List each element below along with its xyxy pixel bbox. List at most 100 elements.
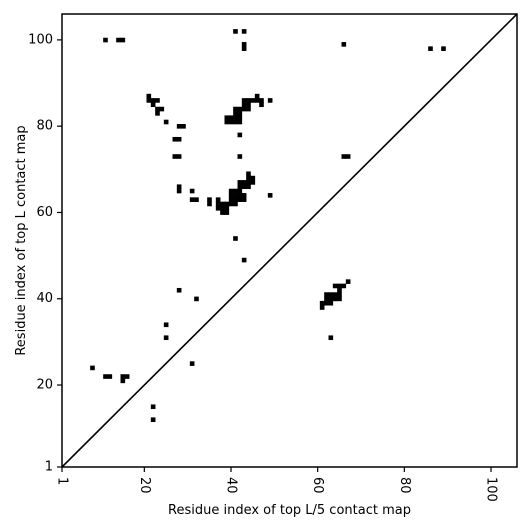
contact-point	[267, 98, 273, 103]
contact-point	[233, 201, 238, 207]
contact-point	[259, 102, 264, 108]
contact-point	[246, 175, 251, 181]
contact-point	[172, 136, 178, 142]
contact-point	[220, 201, 225, 207]
contact-point	[332, 296, 338, 302]
contact-point	[237, 115, 243, 120]
contact-point	[207, 201, 212, 207]
contact-point	[120, 37, 126, 43]
contact-point	[176, 136, 182, 142]
contact-point	[194, 197, 199, 202]
contact-point	[215, 201, 221, 207]
contact-point	[254, 98, 260, 103]
contact-point	[233, 111, 238, 116]
contact-point	[176, 124, 182, 129]
x-tick-label: 1	[55, 477, 70, 485]
contact-point	[267, 193, 273, 198]
y-tick-label: 80	[36, 119, 53, 134]
contact-point	[120, 374, 126, 379]
contact-point	[246, 184, 251, 190]
contact-point	[332, 292, 338, 297]
contact-point	[345, 154, 351, 159]
contact-point	[163, 119, 169, 125]
x-tick-label: 80	[397, 477, 412, 494]
contact-point	[241, 42, 247, 47]
contact-point	[324, 300, 329, 306]
contact-point	[237, 184, 243, 190]
contact-point	[428, 46, 433, 51]
contact-point	[328, 292, 334, 297]
contact-point	[250, 180, 256, 185]
contact-point	[163, 335, 169, 341]
contact-point	[441, 46, 446, 51]
contact-point	[146, 98, 152, 103]
contact-point	[237, 193, 243, 198]
contact-point	[228, 115, 234, 120]
contact-point	[233, 236, 238, 241]
contact-point	[241, 102, 247, 108]
contact-point	[189, 197, 195, 202]
contact-point	[224, 119, 230, 125]
x-axis: 1 20 40 60 80 100	[55, 467, 499, 502]
contact-point	[237, 188, 243, 194]
contact-point	[337, 296, 342, 302]
contact-point	[233, 188, 238, 194]
contact-point	[189, 361, 195, 366]
x-axis-label: Residue index of top L/5 contact map	[168, 503, 411, 518]
contact-point	[237, 111, 243, 116]
contact-point	[176, 154, 182, 159]
y-axis: 1 20 40 60 80 100	[28, 32, 62, 475]
contact-point	[116, 37, 121, 43]
contact-point	[337, 283, 342, 289]
contact-marks	[90, 29, 446, 422]
contact-point	[250, 98, 256, 103]
contact-point	[237, 197, 243, 202]
contact-point	[328, 296, 334, 302]
contact-point	[241, 257, 247, 263]
contact-point	[241, 193, 247, 198]
contact-point	[246, 98, 251, 103]
contact-point	[319, 305, 325, 310]
contact-point	[103, 37, 108, 43]
contact-point	[224, 205, 230, 211]
contact-point	[176, 188, 182, 194]
y-tick-label: 100	[28, 32, 53, 47]
contact-point	[146, 93, 152, 99]
contact-point	[233, 197, 238, 202]
contact-point	[341, 283, 347, 289]
contact-point	[233, 106, 238, 112]
contact-point	[237, 132, 243, 138]
contact-point	[90, 365, 95, 371]
contact-point	[176, 287, 182, 293]
contact-point	[103, 374, 108, 379]
contact-point	[233, 193, 238, 198]
contact-point	[246, 102, 251, 108]
contact-point	[220, 205, 225, 211]
contact-point	[319, 300, 325, 306]
contact-point	[250, 175, 256, 181]
contact-point	[246, 180, 251, 185]
contact-point	[237, 154, 243, 159]
x-tick-label: 40	[224, 477, 239, 494]
contact-point	[241, 98, 247, 103]
contact-point	[246, 106, 251, 112]
contact-point	[124, 374, 130, 379]
contact-point	[341, 42, 347, 47]
contact-point	[159, 106, 165, 112]
contact-point	[194, 296, 199, 302]
contact-point	[150, 404, 156, 410]
contact-point	[241, 184, 247, 190]
contact-point	[224, 201, 230, 207]
contact-point	[228, 201, 234, 207]
contact-point	[228, 197, 234, 202]
contact-point	[241, 106, 247, 112]
contact-point	[332, 283, 338, 289]
contact-point	[341, 154, 347, 159]
y-tick-label: 20	[36, 378, 53, 393]
contact-point	[224, 210, 230, 215]
contact-point	[241, 197, 247, 202]
contact-point	[228, 193, 234, 198]
contact-point	[328, 300, 334, 306]
